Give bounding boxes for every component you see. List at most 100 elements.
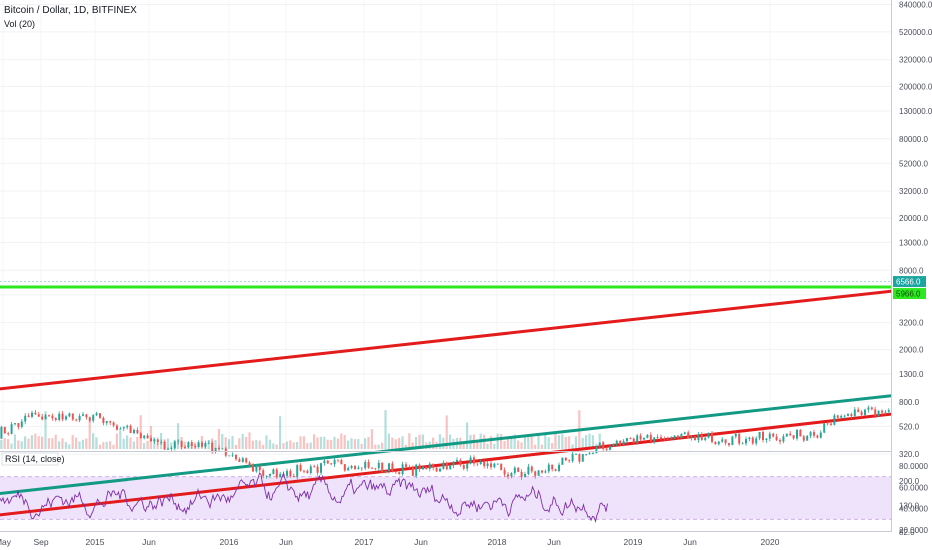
volume-bar [537, 433, 540, 449]
price-candle-body [524, 474, 526, 477]
price-candle-body [656, 437, 659, 438]
price-candle-body [700, 434, 703, 440]
price-candle-body [41, 416, 44, 420]
price-candle-body [139, 433, 142, 439]
time-axis[interactable] [0, 532, 932, 550]
price-candle-body [197, 442, 200, 447]
price-candle-body [262, 470, 265, 476]
rsi-series [0, 471, 608, 524]
volume-bar [41, 436, 44, 449]
volume-bar [411, 442, 414, 449]
volume-bar [350, 438, 353, 449]
price-candle-body [775, 436, 778, 441]
price-candle-body [211, 442, 214, 452]
price-candle-body [884, 411, 887, 413]
volume-bar [527, 436, 530, 449]
price-candle-body [571, 454, 574, 462]
price-candle-body [568, 460, 571, 462]
price-candle-body [374, 468, 377, 469]
price-candle-body [513, 467, 516, 474]
rsi-legend-box[interactable] [1, 452, 59, 466]
price-candle-body [476, 463, 479, 465]
price-candle-body [799, 429, 802, 437]
drawing-lines[interactable] [0, 132, 932, 517]
price-candle-body [214, 447, 217, 452]
price-candle-body [527, 466, 530, 475]
price-axis[interactable] [892, 0, 932, 532]
price-candle-body [534, 471, 537, 476]
volume-bar [564, 436, 567, 449]
volume-bar [323, 436, 326, 449]
volume-bar [309, 442, 312, 449]
volume-bar [557, 435, 560, 449]
volume-bar [44, 411, 47, 449]
price-candle-body [116, 425, 118, 430]
price-candle-body [82, 414, 84, 416]
price-candle-body [592, 453, 594, 454]
volume-bar [374, 444, 377, 449]
rsi-tick-label: 80.0000 [899, 462, 928, 471]
price-tick-label: 13000.0 [899, 239, 928, 248]
volume-bar [221, 433, 224, 449]
price-tick-label: 1300.0 [899, 370, 924, 379]
price-candle-body [561, 457, 564, 465]
volume-bar [466, 422, 469, 449]
time-tick-label: 2020 [761, 537, 780, 547]
price-candle-body [765, 438, 768, 441]
volume-bar [241, 433, 244, 449]
price-candle-body [323, 460, 326, 464]
volume-bar [112, 444, 115, 449]
price-candle-body [350, 466, 353, 468]
price-candle-body [364, 462, 367, 469]
volume-bar [299, 436, 302, 449]
price-candle-body [466, 463, 469, 469]
volume-bar [272, 443, 275, 449]
price-candle-body [881, 410, 883, 413]
price-candle-body [459, 459, 462, 466]
volume-bar [598, 433, 601, 449]
price-candle-body [782, 436, 785, 442]
price-candle-body [850, 414, 853, 417]
price-candle-body [218, 447, 220, 450]
volume-bar [78, 441, 81, 449]
volume-bar [398, 437, 401, 449]
price-candle-body [102, 417, 105, 424]
price-candle-body [150, 438, 152, 442]
volume-bar [421, 434, 424, 449]
volume-bar [85, 438, 88, 449]
price-candle-body [14, 423, 16, 425]
price-candle-body [670, 438, 673, 440]
price-candle-body [860, 411, 863, 416]
price-candle-body [887, 410, 890, 412]
price-tick-label: 80000.0 [899, 135, 928, 144]
price-candle-body [751, 437, 754, 444]
price-candle-body [388, 463, 390, 472]
price-candle-body [238, 459, 241, 462]
volume-bar [105, 441, 108, 449]
price-candle-body [870, 407, 873, 410]
price-candle-body [173, 441, 176, 449]
volume-bar [122, 438, 125, 449]
price-tick-label: 320000.0 [899, 56, 932, 65]
price-candle-body [343, 464, 346, 471]
volume-bar [554, 431, 557, 449]
price-candle-body [146, 435, 149, 439]
price-candle-body [357, 467, 360, 469]
price-candle-body [680, 433, 683, 438]
price-tick-label: 840000.0 [899, 1, 932, 10]
time-tick-label: 2019 [624, 537, 643, 547]
volume-bar [544, 433, 547, 449]
last-price-label: 6566.0 [896, 278, 921, 287]
rsi-line [0, 471, 608, 524]
price-candle-body [99, 413, 101, 418]
price-candle-body [398, 472, 401, 475]
volume-bar [282, 443, 285, 449]
price-candle-body [122, 427, 125, 429]
volume-bar [255, 440, 258, 449]
price-candle-body [442, 462, 445, 469]
price-candle-body [717, 441, 720, 445]
price-candle-body [265, 475, 268, 477]
volume-bar [387, 433, 390, 449]
price-candle-body [629, 438, 632, 439]
